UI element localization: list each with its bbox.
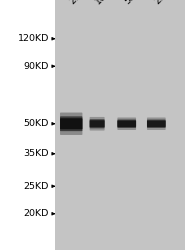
FancyBboxPatch shape	[147, 118, 166, 130]
Text: 50KD: 50KD	[24, 119, 49, 128]
Text: 5ng: 5ng	[123, 0, 142, 6]
Text: 2.5ng: 2.5ng	[153, 0, 177, 6]
Text: 90KD: 90KD	[24, 62, 49, 71]
Bar	[55, 0, 185, 250]
Text: 120KD: 120KD	[18, 34, 49, 43]
FancyBboxPatch shape	[117, 120, 136, 127]
FancyBboxPatch shape	[60, 118, 83, 129]
FancyBboxPatch shape	[90, 119, 105, 128]
FancyBboxPatch shape	[60, 112, 83, 135]
FancyBboxPatch shape	[90, 120, 105, 127]
Text: 10ng: 10ng	[93, 0, 116, 6]
Text: 20ng: 20ng	[68, 0, 90, 6]
FancyBboxPatch shape	[117, 118, 136, 130]
Text: 25KD: 25KD	[24, 182, 49, 191]
FancyBboxPatch shape	[117, 120, 136, 128]
FancyBboxPatch shape	[147, 120, 166, 128]
FancyBboxPatch shape	[90, 117, 105, 130]
FancyBboxPatch shape	[147, 120, 166, 127]
Text: 35KD: 35KD	[23, 149, 49, 158]
Text: 20KD: 20KD	[24, 209, 49, 218]
FancyBboxPatch shape	[60, 116, 83, 131]
